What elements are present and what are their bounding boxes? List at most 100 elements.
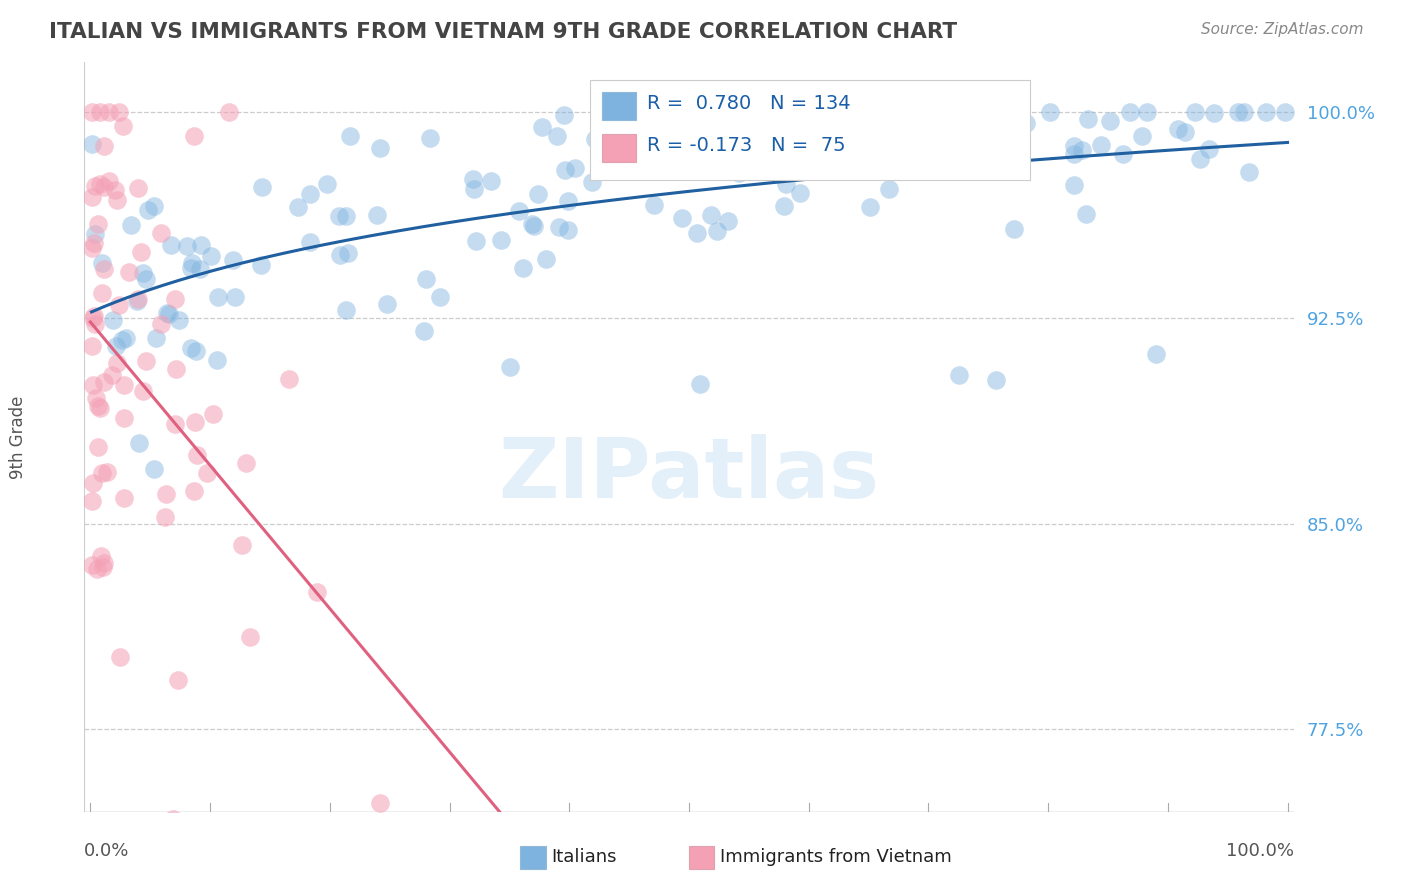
Point [207, 290, 229, 304]
Point [1254, 104, 1277, 119]
Point [127, 292, 149, 306]
Point [120, 219, 142, 233]
Point [239, 630, 262, 644]
Point [671, 211, 693, 225]
Point [368, 141, 391, 155]
Point [717, 214, 740, 228]
Point [89, 401, 111, 416]
Point [967, 104, 990, 119]
Point [112, 491, 135, 506]
Point [93, 262, 115, 277]
Point [700, 208, 723, 222]
Point [128, 436, 150, 450]
Point [250, 180, 273, 194]
Point [183, 129, 205, 144]
Point [125, 293, 148, 308]
Point [142, 461, 165, 475]
Point [180, 341, 202, 355]
Point [745, 153, 768, 167]
Point [218, 104, 240, 119]
Point [463, 182, 485, 196]
Point [101, 313, 124, 327]
Point [1167, 122, 1189, 136]
Point [948, 368, 970, 382]
Point [461, 172, 484, 186]
Point [93, 180, 115, 194]
Point [82, 137, 104, 152]
Point [553, 108, 575, 122]
Point [429, 290, 451, 304]
Point [163, 292, 186, 306]
Point [105, 356, 128, 370]
Point [610, 132, 633, 146]
Point [789, 186, 811, 200]
Point [89, 178, 111, 192]
Point [89, 104, 111, 119]
Point [108, 104, 131, 119]
Point [80, 104, 103, 119]
Point [1039, 104, 1062, 119]
Point [305, 585, 328, 599]
Point [1204, 106, 1226, 120]
Point [87, 218, 110, 232]
Point [465, 234, 488, 248]
Point [222, 832, 245, 847]
Text: Immigrants from Vietnam: Immigrants from Vietnam [720, 848, 952, 866]
Point [150, 317, 173, 331]
Point [287, 200, 309, 214]
Point [103, 184, 125, 198]
Point [93, 139, 115, 153]
Point [508, 204, 530, 219]
Point [859, 200, 882, 214]
Point [186, 448, 208, 462]
Point [489, 233, 512, 247]
Point [643, 198, 665, 212]
Point [942, 104, 965, 119]
Point [162, 812, 184, 826]
Point [1144, 347, 1167, 361]
Point [150, 226, 173, 240]
Point [581, 175, 603, 189]
Point [328, 248, 350, 262]
Point [97, 174, 120, 188]
Point [1119, 104, 1142, 119]
Point [201, 408, 224, 422]
Point [520, 218, 543, 232]
Point [83, 235, 105, 250]
Point [775, 177, 797, 191]
Point [412, 325, 434, 339]
Point [142, 199, 165, 213]
Point [82, 311, 104, 326]
Point [1063, 178, 1085, 193]
Point [101, 368, 124, 383]
Point [250, 258, 273, 272]
Point [375, 297, 398, 311]
Point [557, 194, 579, 209]
Point [536, 252, 558, 267]
Point [368, 797, 391, 811]
Point [114, 377, 136, 392]
Point [299, 186, 322, 201]
Point [105, 193, 128, 207]
Point [111, 119, 134, 133]
Point [222, 252, 245, 267]
Point [1189, 152, 1212, 166]
Point [547, 220, 569, 235]
Point [720, 135, 742, 149]
Point [1184, 104, 1206, 119]
Text: ZIPatlas: ZIPatlas [499, 434, 879, 515]
Point [165, 362, 187, 376]
Point [188, 262, 211, 277]
Point [105, 339, 128, 353]
Point [136, 203, 159, 218]
FancyBboxPatch shape [589, 79, 1031, 180]
Point [82, 378, 104, 392]
Point [145, 331, 167, 345]
Point [725, 125, 748, 139]
Point [526, 187, 548, 202]
Point [93, 557, 115, 571]
Point [91, 256, 114, 270]
Point [108, 650, 131, 665]
Point [83, 310, 105, 324]
Point [165, 417, 187, 431]
